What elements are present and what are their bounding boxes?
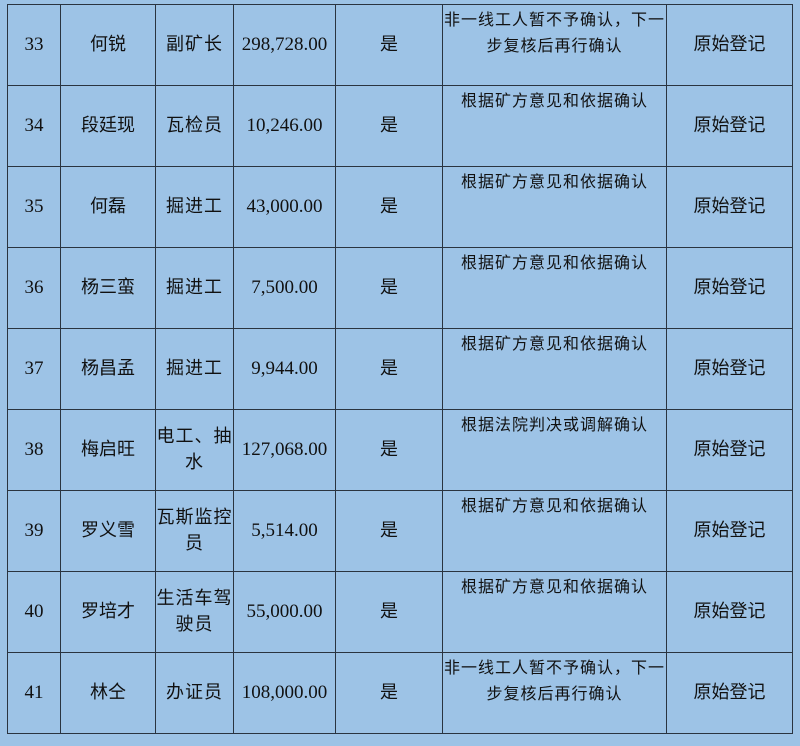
table-row: 33 何锐 副矿长 298,728.00 是 非一线工人暂不予确认，下一步复核后… bbox=[7, 4, 793, 86]
confirmed-cell: 是 bbox=[335, 85, 443, 167]
source-cell: 原始登记 bbox=[666, 652, 793, 734]
amount-cell: 5,514.00 bbox=[233, 490, 336, 572]
row-number: 37 bbox=[7, 328, 61, 410]
confirmed-cell: 是 bbox=[335, 328, 443, 410]
name-cell: 梅启旺 bbox=[60, 409, 156, 491]
name-cell: 罗义雪 bbox=[60, 490, 156, 572]
note-cell: 根据矿方意见和依据确认 bbox=[442, 571, 667, 653]
table-row: 39 罗义雪 瓦斯监控员 5,514.00 是 根据矿方意见和依据确认 原始登记 bbox=[7, 490, 793, 572]
row-number: 41 bbox=[7, 652, 61, 734]
job-cell: 掘进工 bbox=[155, 166, 234, 248]
amount-cell: 9,944.00 bbox=[233, 328, 336, 410]
note-cell: 根据矿方意见和依据确认 bbox=[442, 166, 667, 248]
source-cell: 原始登记 bbox=[666, 247, 793, 329]
amount-cell: 7,500.00 bbox=[233, 247, 336, 329]
confirmed-cell: 是 bbox=[335, 166, 443, 248]
confirmed-cell: 是 bbox=[335, 247, 443, 329]
note-cell: 根据矿方意见和依据确认 bbox=[442, 328, 667, 410]
source-cell: 原始登记 bbox=[666, 409, 793, 491]
table-row: 35 何磊 掘进工 43,000.00 是 根据矿方意见和依据确认 原始登记 bbox=[7, 166, 793, 248]
source-cell: 原始登记 bbox=[666, 4, 793, 86]
row-number: 33 bbox=[7, 4, 61, 86]
amount-cell: 55,000.00 bbox=[233, 571, 336, 653]
row-number: 39 bbox=[7, 490, 61, 572]
table-row: 37 杨昌孟 掘进工 9,944.00 是 根据矿方意见和依据确认 原始登记 bbox=[7, 328, 793, 410]
source-cell: 原始登记 bbox=[666, 85, 793, 167]
confirmed-cell: 是 bbox=[335, 409, 443, 491]
table-row: 38 梅启旺 电工、抽水 127,068.00 是 根据法院判决或调解确认 原始… bbox=[7, 409, 793, 491]
name-cell: 林仝 bbox=[60, 652, 156, 734]
note-cell: 根据矿方意见和依据确认 bbox=[442, 490, 667, 572]
name-cell: 杨三蛮 bbox=[60, 247, 156, 329]
name-cell: 何磊 bbox=[60, 166, 156, 248]
source-cell: 原始登记 bbox=[666, 490, 793, 572]
job-cell: 瓦检员 bbox=[155, 85, 234, 167]
row-number: 34 bbox=[7, 85, 61, 167]
note-cell: 根据法院判决或调解确认 bbox=[442, 409, 667, 491]
amount-cell: 108,000.00 bbox=[233, 652, 336, 734]
amount-cell: 298,728.00 bbox=[233, 4, 336, 86]
row-number: 36 bbox=[7, 247, 61, 329]
amount-cell: 127,068.00 bbox=[233, 409, 336, 491]
row-number: 40 bbox=[7, 571, 61, 653]
job-cell: 办证员 bbox=[155, 652, 234, 734]
name-cell: 何锐 bbox=[60, 4, 156, 86]
name-cell: 杨昌孟 bbox=[60, 328, 156, 410]
claims-table: 33 何锐 副矿长 298,728.00 是 非一线工人暂不予确认，下一步复核后… bbox=[7, 4, 793, 734]
table-row: 36 杨三蛮 掘进工 7,500.00 是 根据矿方意见和依据确认 原始登记 bbox=[7, 247, 793, 329]
job-cell: 掘进工 bbox=[155, 247, 234, 329]
amount-cell: 10,246.00 bbox=[233, 85, 336, 167]
confirmed-cell: 是 bbox=[335, 571, 443, 653]
source-cell: 原始登记 bbox=[666, 166, 793, 248]
table-row: 40 罗培才 生活车驾驶员 55,000.00 是 根据矿方意见和依据确认 原始… bbox=[7, 571, 793, 653]
amount-cell: 43,000.00 bbox=[233, 166, 336, 248]
note-cell: 根据矿方意见和依据确认 bbox=[442, 247, 667, 329]
note-cell: 非一线工人暂不予确认，下一步复核后再行确认 bbox=[442, 652, 667, 734]
source-cell: 原始登记 bbox=[666, 571, 793, 653]
row-number: 35 bbox=[7, 166, 61, 248]
note-cell: 非一线工人暂不予确认，下一步复核后再行确认 bbox=[442, 4, 667, 86]
job-cell: 瓦斯监控员 bbox=[155, 490, 234, 572]
source-cell: 原始登记 bbox=[666, 328, 793, 410]
confirmed-cell: 是 bbox=[335, 4, 443, 86]
job-cell: 副矿长 bbox=[155, 4, 234, 86]
table-row: 41 林仝 办证员 108,000.00 是 非一线工人暂不予确认，下一步复核后… bbox=[7, 652, 793, 734]
confirmed-cell: 是 bbox=[335, 490, 443, 572]
job-cell: 电工、抽水 bbox=[155, 409, 234, 491]
name-cell: 段廷现 bbox=[60, 85, 156, 167]
job-cell: 生活车驾驶员 bbox=[155, 571, 234, 653]
job-cell: 掘进工 bbox=[155, 328, 234, 410]
confirmed-cell: 是 bbox=[335, 652, 443, 734]
row-number: 38 bbox=[7, 409, 61, 491]
note-cell: 根据矿方意见和依据确认 bbox=[442, 85, 667, 167]
name-cell: 罗培才 bbox=[60, 571, 156, 653]
table-row: 34 段廷现 瓦检员 10,246.00 是 根据矿方意见和依据确认 原始登记 bbox=[7, 85, 793, 167]
